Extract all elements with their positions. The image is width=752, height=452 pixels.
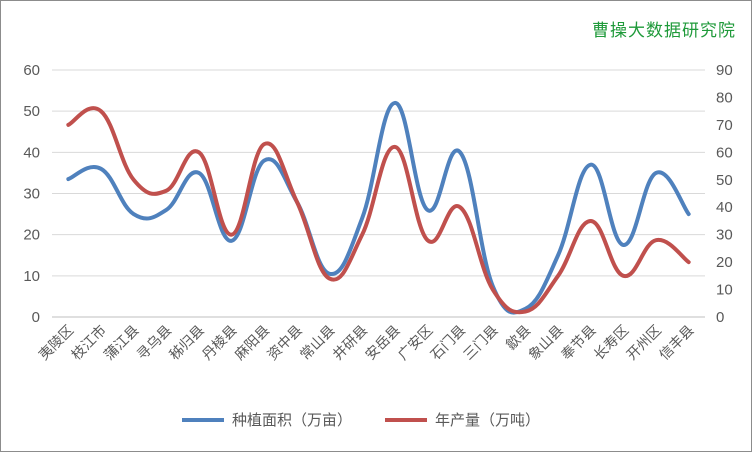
- left-axis-ticks: 0 10 20 30 40 50 60: [23, 62, 40, 326]
- category-label: 寻乌县: [134, 323, 175, 364]
- right-tick-label: 30: [716, 227, 733, 244]
- right-tick-label: 0: [716, 309, 724, 326]
- category-label: 井研县: [330, 323, 371, 364]
- legend: 种植面积（万亩） 年产量（万吨）: [182, 411, 540, 429]
- right-tick-label: 80: [716, 89, 733, 106]
- category-label: 夷陵区: [36, 323, 77, 364]
- left-tick-label: 10: [23, 268, 40, 285]
- series-line-2: [68, 108, 688, 312]
- left-tick-label: 60: [23, 62, 40, 79]
- category-label: 开州区: [624, 323, 665, 364]
- right-tick-label: 10: [716, 282, 733, 299]
- category-label: 丹棱县: [199, 323, 240, 364]
- left-tick-label: 50: [23, 103, 40, 120]
- category-label: 常山县: [297, 323, 338, 364]
- right-tick-label: 90: [716, 62, 733, 79]
- left-tick-label: 20: [23, 227, 40, 244]
- category-label: 资中县: [265, 323, 306, 364]
- category-label: 麻阳县: [232, 323, 273, 364]
- legend-label-1: 种植面积（万亩）: [232, 411, 352, 429]
- category-labels: 夷陵区枝江市蒲江县寻乌县秭归县丹棱县麻阳县资中县常山县井研县安岳县广安区石门县三…: [36, 322, 697, 364]
- category-label: 枝江市: [68, 322, 110, 364]
- series-line-1: [68, 103, 688, 313]
- left-tick-label: 30: [23, 186, 40, 203]
- right-tick-label: 60: [716, 144, 733, 161]
- right-tick-label: 70: [716, 117, 733, 134]
- series-lines: [68, 103, 688, 313]
- left-tick-label: 0: [32, 309, 40, 326]
- left-tick-label: 40: [23, 144, 40, 161]
- category-label: 奉节县: [559, 323, 600, 364]
- right-axis-ticks: 0 10 20 30 40 50 60 70 80 90: [716, 62, 733, 326]
- right-tick-label: 50: [716, 172, 733, 189]
- category-label: 蒲江县: [101, 323, 142, 364]
- category-label: 石门县: [428, 323, 469, 364]
- legend-label-2: 年产量（万吨）: [435, 411, 540, 429]
- right-tick-label: 20: [716, 254, 733, 271]
- category-label: 安岳县: [363, 323, 404, 364]
- category-label: 象山县: [526, 323, 567, 364]
- category-label: 长寿区: [590, 322, 632, 364]
- category-label: 三门县: [461, 323, 502, 364]
- right-tick-label: 40: [716, 199, 733, 216]
- category-label: 秭归县: [166, 322, 208, 364]
- category-label: 广安区: [395, 323, 436, 364]
- category-label: 信丰县: [656, 323, 697, 364]
